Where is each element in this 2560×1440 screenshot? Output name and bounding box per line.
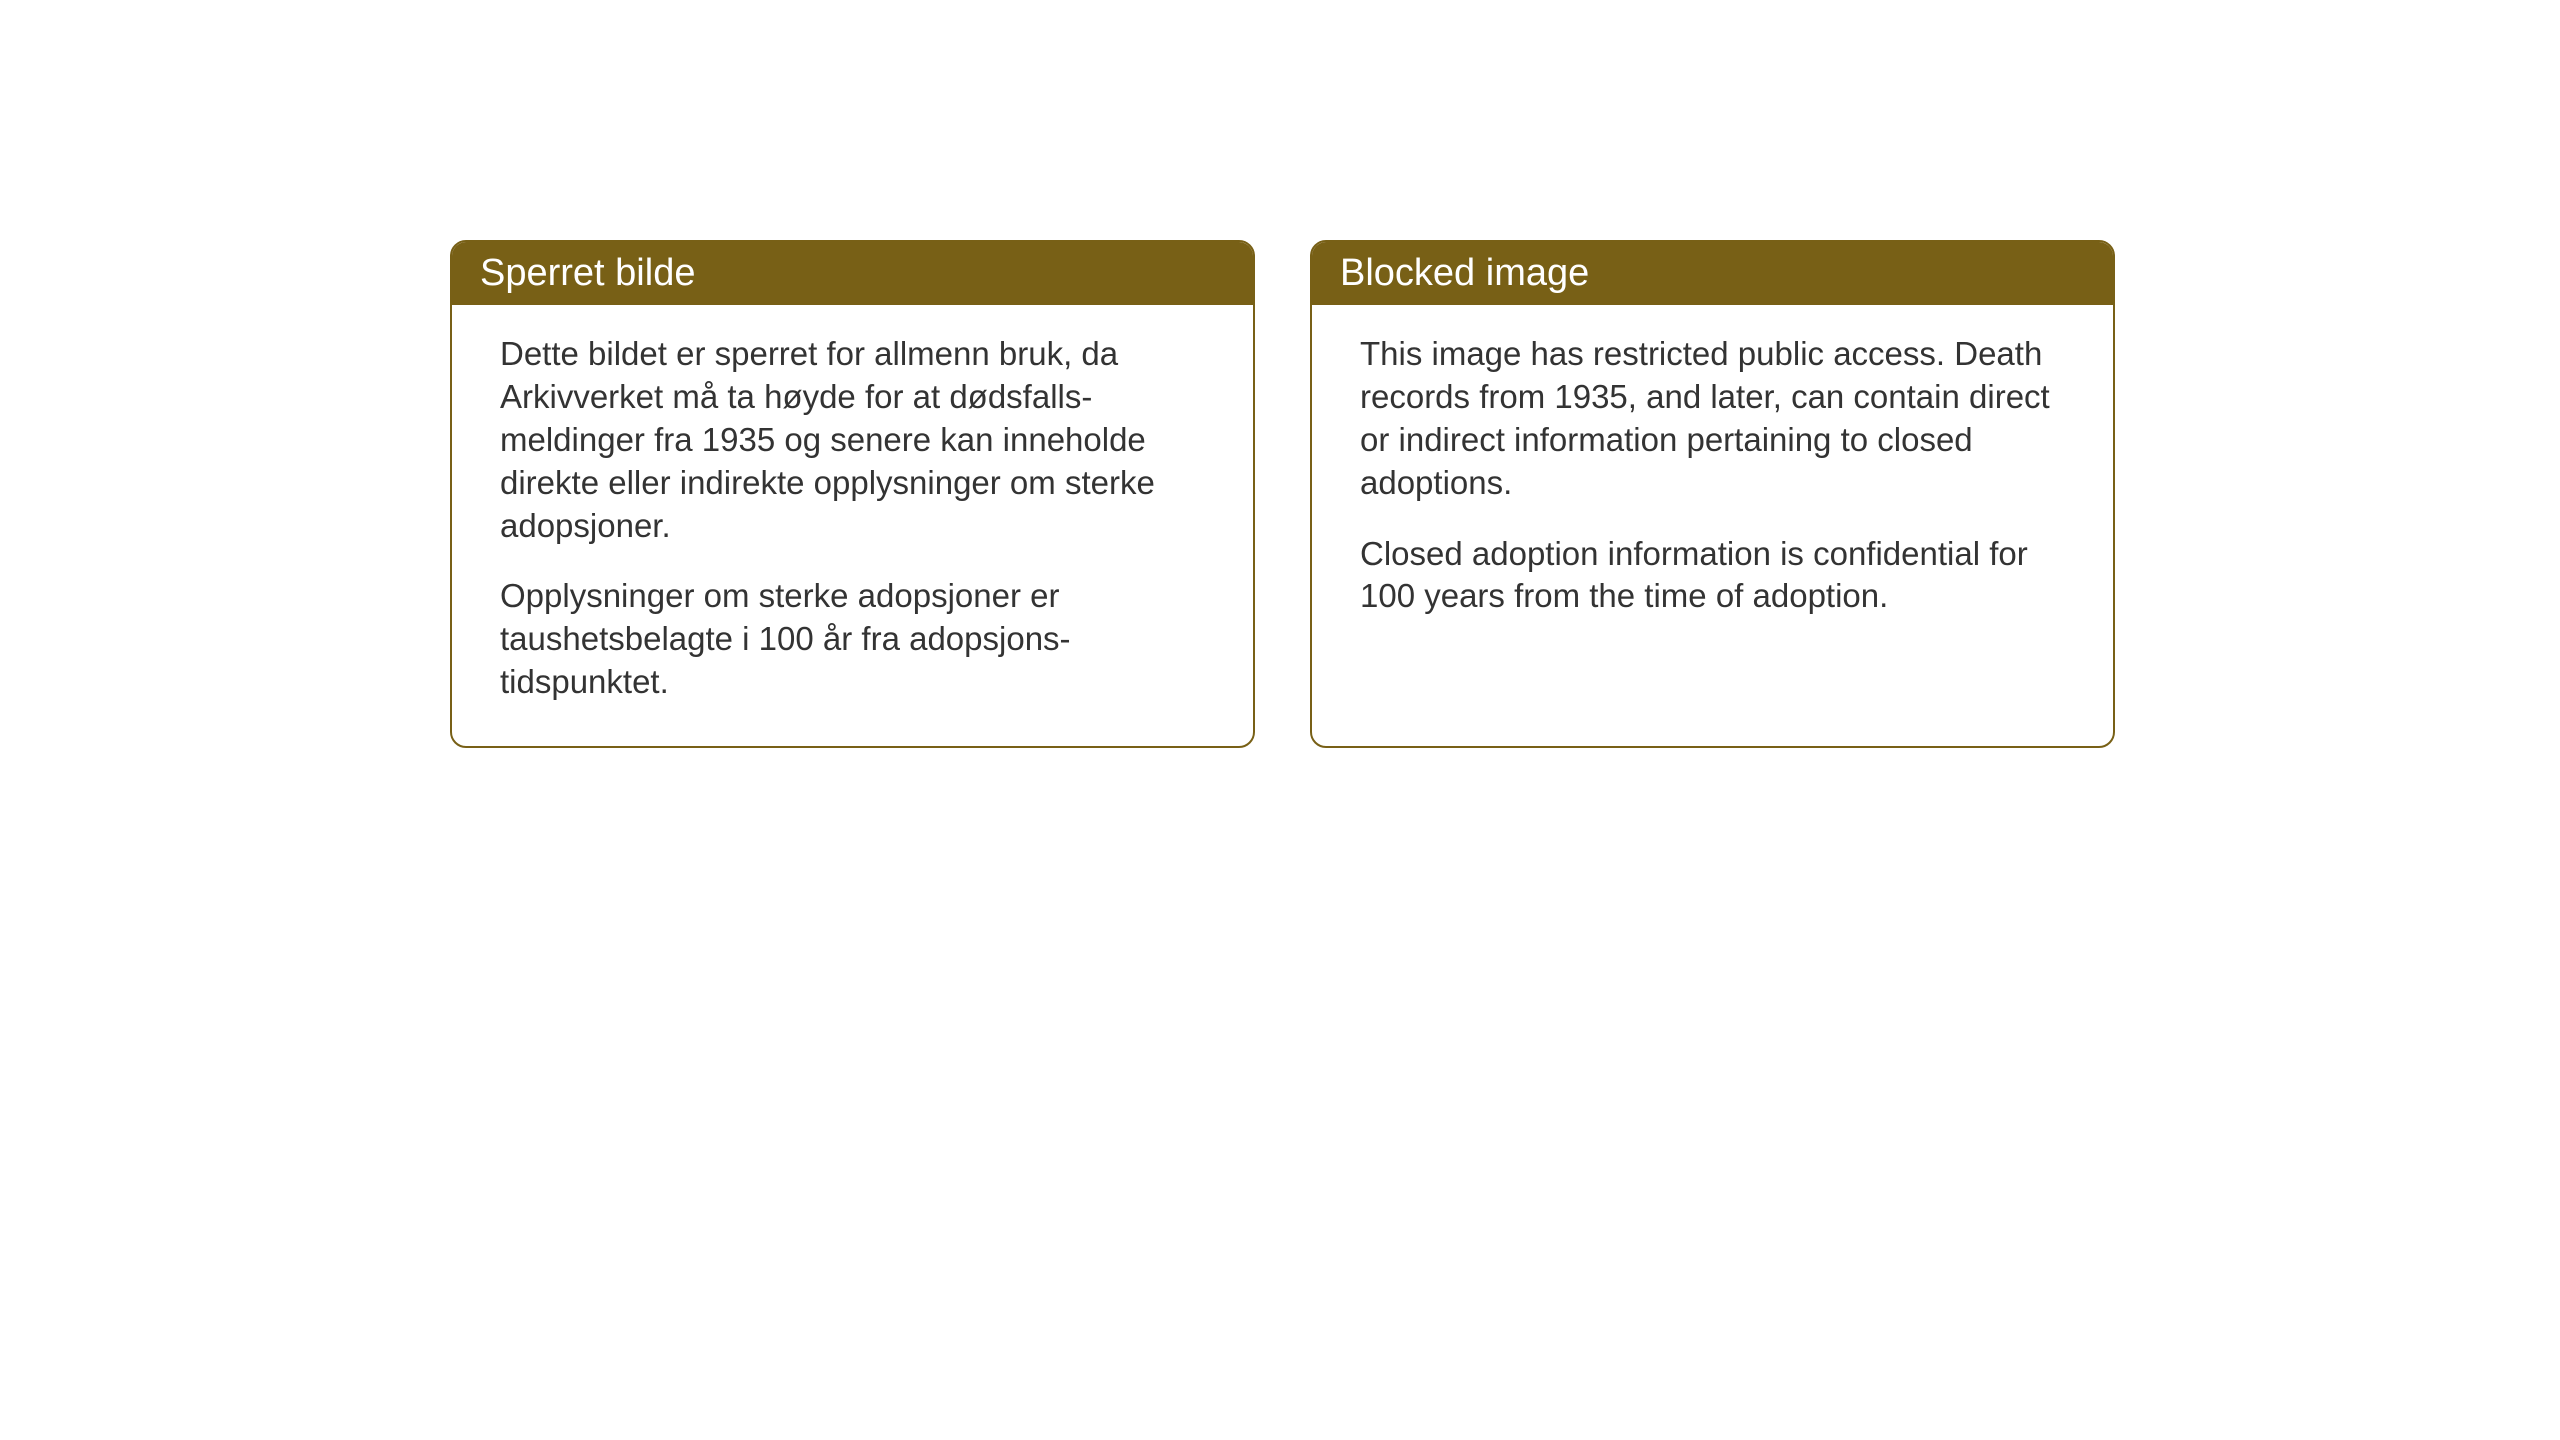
card-body-norwegian: Dette bildet er sperret for allmenn bruk… — [452, 305, 1253, 746]
notice-cards-container: Sperret bilde Dette bildet er sperret fo… — [450, 240, 2115, 748]
notice-card-english: Blocked image This image has restricted … — [1310, 240, 2115, 748]
card-body-english: This image has restricted public access.… — [1312, 305, 2113, 660]
card-title: Blocked image — [1340, 252, 1589, 294]
card-paragraph: Dette bildet er sperret for allmenn bruk… — [500, 333, 1205, 547]
card-paragraph: Opplysninger om sterke adopsjoner er tau… — [500, 575, 1205, 704]
card-paragraph: This image has restricted public access.… — [1360, 333, 2065, 505]
card-paragraph: Closed adoption information is confident… — [1360, 533, 2065, 619]
notice-card-norwegian: Sperret bilde Dette bildet er sperret fo… — [450, 240, 1255, 748]
card-header-english: Blocked image — [1312, 242, 2113, 305]
card-header-norwegian: Sperret bilde — [452, 242, 1253, 305]
card-title: Sperret bilde — [480, 252, 695, 294]
